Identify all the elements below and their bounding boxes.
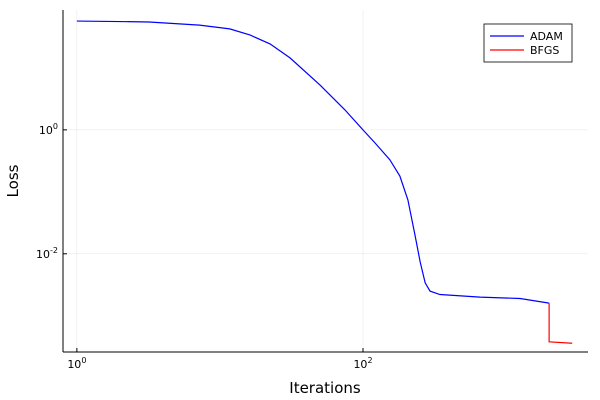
x-tick-label: 102 (353, 356, 372, 371)
x-axis-label: Iterations (289, 379, 361, 397)
line (76, 20, 550, 304)
y-tick-label: 10-2 (36, 246, 58, 261)
legend-label: BFGS (530, 44, 559, 57)
y-axis-label: Loss (4, 164, 22, 197)
y-tick-label: 100 (39, 122, 58, 137)
line (548, 303, 573, 344)
legend-label: ADAM (530, 30, 563, 43)
legend-box (483, 23, 573, 63)
x-tick-label: 100 (67, 356, 86, 371)
